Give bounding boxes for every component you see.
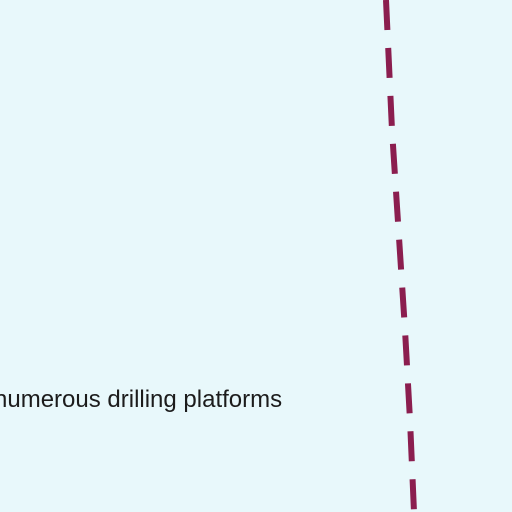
maritime-boundary-line: [383, 0, 417, 512]
drilling-platforms-label: numerous drilling platforms: [0, 386, 283, 413]
